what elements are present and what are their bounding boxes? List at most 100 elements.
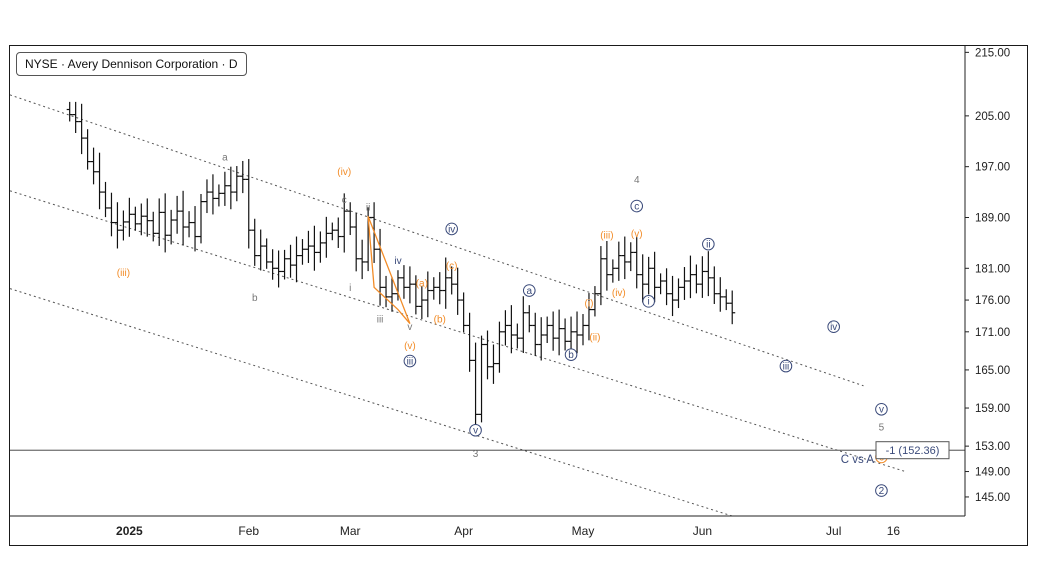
ohlc-bar: [305, 230, 312, 263]
ohlc-bar: [520, 296, 527, 354]
wave-label-text: (ii): [589, 332, 600, 343]
ohlc-bar: [251, 218, 258, 266]
ohlc-bar: [78, 103, 85, 155]
ohlc-bar: [603, 240, 610, 291]
wave-label-text: v: [879, 405, 884, 416]
wave-label: (iv): [337, 167, 351, 178]
wave-label-text: i: [349, 283, 351, 294]
wave-label: v: [469, 423, 482, 437]
wave-label: i: [642, 295, 655, 308]
wave-labels: (iii)ab(iv)ciiiviviiiiv(a)(b)(c)(v)iiiv3…: [117, 153, 888, 497]
channel-line-1: [10, 94, 864, 387]
wave-label-text: 5: [879, 422, 885, 433]
ohlc-bar: [556, 309, 563, 356]
ohlc-bar: [418, 286, 425, 319]
y-tick-label: 181.00: [975, 263, 1010, 275]
wave-label: iv: [827, 320, 840, 333]
y-tick-label: 159.00: [975, 403, 1010, 415]
ohlc-bar: [490, 344, 497, 384]
ohlc-bar: [257, 229, 264, 271]
ohlc-bar: [615, 241, 622, 281]
ohlc-bar: [132, 206, 139, 231]
ohlc-bar: [317, 231, 324, 263]
ohlc-bar: [353, 213, 360, 272]
wave-label-text: iii: [783, 362, 790, 373]
chart-frame: [9, 45, 1028, 546]
wave-label-circle: [875, 402, 888, 416]
ohlc-bar: [394, 270, 401, 301]
wave-label-text: (i): [585, 299, 594, 310]
ohlc-bar: [508, 305, 515, 354]
x-tick-label: Apr: [454, 524, 473, 538]
x-axis: 2025 Feb Mar Apr May Jun Jul 16: [10, 515, 965, 538]
ohlc-bar: [275, 250, 282, 288]
wave-label-text: iv: [394, 256, 401, 267]
ohlc-bar: [180, 190, 187, 246]
ohlc-bar: [233, 166, 240, 202]
ohlc-bar: [532, 312, 539, 356]
wave-label: (c): [446, 261, 458, 272]
wave-label: (iii): [600, 231, 613, 242]
ohlc-bar: [287, 244, 294, 278]
wave-label: ii: [702, 237, 715, 251]
ohlc-bar: [347, 202, 354, 236]
wave-label-text: i: [648, 297, 650, 308]
ohlc-bar: [681, 267, 688, 300]
x-tick-label: 16: [887, 524, 901, 538]
wave-label-circle: [564, 348, 578, 361]
wave-label: ii: [366, 203, 370, 214]
orange-wave-path: [367, 215, 411, 324]
y-tick-label: 176.00: [975, 295, 1010, 307]
ohlc-bar: [675, 278, 682, 309]
ohlc-bar: [150, 211, 157, 242]
ohlc-bar: [96, 152, 103, 210]
wave-label: (v): [404, 341, 416, 352]
ohlc-bar: [329, 222, 336, 241]
ohlc-bar: [448, 266, 455, 295]
wave-label: (iv): [612, 288, 626, 299]
wave-label: 2: [875, 484, 888, 497]
y-tick-label: 205.00: [975, 111, 1010, 123]
ohlc-bar: [114, 202, 121, 249]
wave-label-text: c: [342, 195, 347, 206]
ohlc-bar: [478, 335, 485, 423]
wave-label-text: (c): [446, 261, 458, 272]
wave-label-circle: [702, 237, 715, 251]
target-label: -1 (152.36): [886, 445, 940, 457]
ohlc-bar: [138, 203, 145, 236]
ohlc-bar: [669, 275, 676, 317]
wave-label-text: (b): [434, 315, 446, 326]
y-tick-label: 189.00: [975, 212, 1010, 224]
ohlc-bar: [460, 292, 467, 333]
x-tick-label: Feb: [238, 524, 259, 538]
ohlc-bar: [269, 249, 276, 280]
ohlc-bar: [651, 251, 658, 303]
wave-label-circle: [403, 354, 417, 368]
wave-label-text: iii: [407, 356, 414, 367]
wave-label: iii: [377, 315, 384, 326]
ohlc-bar: [550, 311, 557, 351]
wave-label-text: 2: [879, 486, 885, 497]
ohlc-bar: [400, 265, 407, 299]
y-tick-label: 215.00: [975, 47, 1010, 59]
wave-label-text: (v): [631, 229, 643, 240]
ohlc-bar: [406, 266, 413, 304]
ohlc-bar: [538, 317, 545, 361]
ohlc-bar: [359, 239, 366, 280]
wave-label: i: [349, 283, 351, 294]
target-box: -1 (152.36) C vs A: [841, 441, 950, 466]
ohlc-bar: [108, 192, 115, 237]
ohlc-bar: [227, 166, 234, 210]
wave-label: (a): [416, 278, 428, 289]
ohlc-bar: [198, 193, 204, 244]
wave-label-text: b: [568, 350, 574, 361]
ohlc-bar: [215, 184, 222, 207]
x-tick-label: 2025: [116, 524, 143, 538]
wave-label-circle: [642, 295, 655, 308]
ohlc-bar: [502, 310, 509, 346]
wave-label-text: a: [222, 153, 228, 164]
wave-label: (i): [585, 299, 594, 310]
ohlc-bar: [299, 239, 306, 265]
ohlc-bar: [84, 129, 91, 170]
